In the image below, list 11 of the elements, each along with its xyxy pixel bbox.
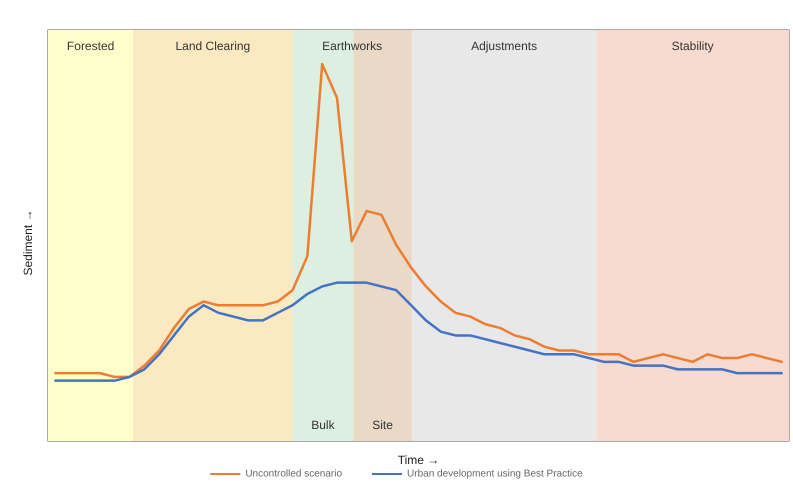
text: Stability	[672, 39, 714, 53]
y-axis-title: Sediment →	[21, 209, 35, 276]
legend-label: Urban development using Best Practice	[407, 468, 584, 480]
x-axis-title: Time →	[398, 452, 440, 467]
legend-label: Uncontrolled scenario	[245, 468, 342, 480]
annotation: Bulk	[311, 418, 336, 432]
text: Earthworks	[322, 39, 382, 53]
annotation: Site	[372, 418, 394, 432]
text: Forested	[66, 39, 114, 53]
text: Land Clearing	[176, 39, 250, 53]
text: Adjustments	[471, 39, 538, 53]
